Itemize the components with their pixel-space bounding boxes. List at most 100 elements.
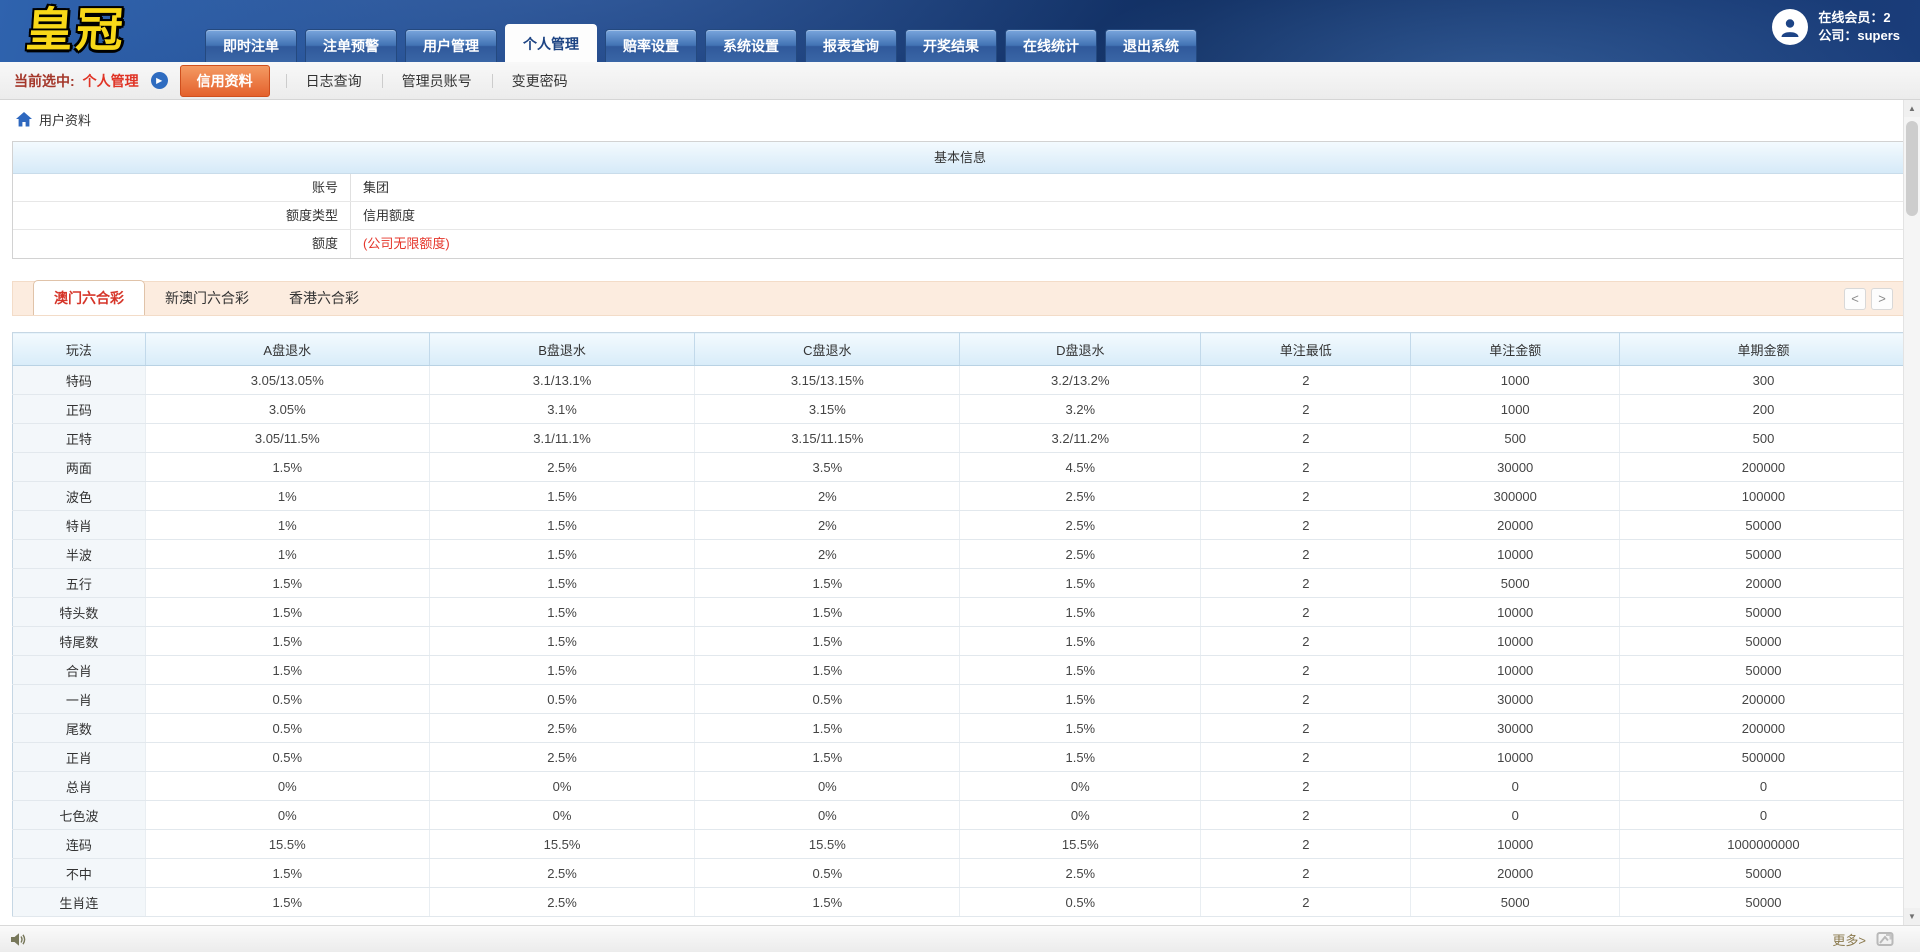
table-row: 五行 1.5% 1.5% 1.5% 1.5% 2 5000 20000 [12,568,1908,598]
value-cell: 2 [1200,394,1412,424]
table-row: 波色 1% 1.5% 2% 2.5% 2 300000 100000 [12,481,1908,511]
lottery-tab-3[interactable]: 香港六合彩 [289,290,359,306]
table-row: 半波 1% 1.5% 2% 2.5% 2 10000 50000 [12,539,1908,569]
value-cell: 2.5% [959,481,1202,511]
value-cell: 2 [1200,597,1412,627]
nav-tab-9[interactable]: 在线统计 [1005,29,1097,62]
nav-tab-5[interactable]: 赔率设置 [605,29,697,62]
value-cell: 2 [1200,829,1412,859]
brand-logo: 皇冠 [24,3,128,56]
scroll-up-button[interactable]: ▲ [1904,100,1920,117]
footer-right: 更多> [1832,930,1910,949]
company-value: supers [1857,28,1900,43]
subnav-item-3[interactable]: 管理员账号 [381,65,492,97]
lottery-tab-1[interactable]: 澳门六合彩 [33,280,145,315]
online-members-label: 在线会员： [1818,10,1884,25]
value-cell: 200000 [1619,713,1908,743]
value-cell: 50000 [1619,858,1908,888]
speaker-icon[interactable] [10,932,27,947]
value-cell: 1.5% [694,568,961,598]
odds-table: 玩法 A盘退水 B盘退水 C盘退水 D盘退水 单注最低 单注金额 单期金额 特码 3.05/13… [12,332,1908,917]
value-cell: 1.5% [959,742,1202,772]
value-cell: 1.5% [694,655,961,685]
value-cell: 50000 [1619,597,1908,627]
table-row: 两面 1.5% 2.5% 3.5% 4.5% 2 30000 200000 [12,452,1908,482]
value-cell: 1.5% [694,887,961,917]
image-link-icon[interactable] [1876,931,1894,947]
value-cell: 2.5% [959,858,1202,888]
online-members: 在线会员：2 [1818,9,1900,27]
value-cell: 15.5% [694,829,961,859]
value-cell: 10000 [1410,829,1620,859]
subnav-item-1[interactable]: 信用资料 [179,64,270,97]
value-cell: 1.5% [694,742,961,772]
value-cell: 1.5% [694,597,961,627]
nav-tab-2[interactable]: 注单预警 [305,29,397,62]
value-cell: 30000 [1410,452,1620,482]
value-cell: 15.5% [145,829,430,859]
nav-tab-8[interactable]: 开奖结果 [905,29,997,62]
value-cell: 3.05% [145,394,430,424]
column-header-5: D盘退水 [959,332,1202,366]
breadcrumb-label: 用户资料 [39,113,92,128]
value-cell: 3.05/11.5% [145,423,430,453]
lottery-tabs: 澳门六合彩 新澳门六合彩 香港六合彩 [33,280,379,315]
play-name-cell: 正特 [12,423,146,453]
value-cell: 20000 [1410,858,1620,888]
online-members-value: 2 [1883,10,1891,25]
scrollbar-thumb[interactable] [1906,121,1918,216]
nav-tab-10[interactable]: 退出系统 [1105,29,1197,62]
odds-table-header: 玩法 A盘退水 B盘退水 C盘退水 D盘退水 单注最低 单注金额 单期金额 [12,332,1908,366]
value-cell: 3.1/13.1% [429,365,696,395]
value-cell: 50000 [1619,626,1908,656]
value-cell: 5000 [1410,568,1620,598]
value-cell: 10000 [1410,626,1620,656]
play-arrow-icon[interactable]: ▶ [150,72,168,89]
play-name-cell: 一肖 [12,684,146,714]
value-cell: 1.5% [959,568,1202,598]
table-row: 合肖 1.5% 1.5% 1.5% 1.5% 2 10000 50000 [12,655,1908,685]
value-cell: 2 [1200,568,1412,598]
value-cell: 0.5% [694,684,961,714]
value-cell: 1% [145,539,430,569]
value-cell: 1.5% [959,597,1202,627]
lottery-tab-2[interactable]: 新澳门六合彩 [165,290,249,306]
value-cell: 1% [145,510,430,540]
column-header-2: A盘退水 [145,332,430,366]
scroll-down-button[interactable]: ▼ [1904,908,1920,925]
value-cell: 10000 [1410,655,1620,685]
value-cell: 50000 [1619,887,1908,917]
value-cell: 2.5% [429,742,696,772]
chevron-left-icon[interactable]: < [1844,288,1866,310]
nav-tab-3[interactable]: 用户管理 [405,29,497,62]
vertical-scrollbar[interactable]: ▲ ▼ [1903,100,1920,925]
nav-tab-6[interactable]: 系统设置 [705,29,797,62]
value-cell: 3.05/13.05% [145,365,430,395]
more-link[interactable]: 更多> [1832,932,1866,948]
column-header-1: 玩法 [12,332,146,366]
user-stats: 在线会员：2 公司：supers [1818,9,1900,45]
nav-tab-1[interactable]: 即时注单 [205,29,297,62]
nav-tab-4[interactable]: 个人管理 [505,24,597,62]
chevron-right-icon[interactable]: > [1871,288,1893,310]
value-cell: 1.5% [429,481,696,511]
table-row: 特尾数 1.5% 1.5% 1.5% 1.5% 2 10000 50000 [12,626,1908,656]
value-cell: 0% [429,771,696,801]
subnav-item-4[interactable]: 变更密码 [491,65,588,97]
value-cell: 0% [959,771,1202,801]
info-row-value: (公司无限额度) [363,236,450,251]
play-name-cell: 合肖 [12,655,146,685]
subnav-item-2[interactable]: 日志查询 [285,65,382,97]
value-cell: 0.5% [429,684,696,714]
value-cell: 0 [1619,771,1908,801]
value-cell: 30000 [1410,684,1620,714]
nav-tab-7[interactable]: 报表查询 [805,29,897,62]
table-row: 正特 3.05/11.5% 3.1/11.1% 3.15/11.15% 3.2/11.2… [12,423,1908,453]
play-name-cell: 尾数 [12,713,146,743]
value-cell: 3.2% [959,394,1202,424]
value-cell: 1.5% [429,597,696,627]
info-row-value: 信用额度 [363,208,416,223]
value-cell: 3.1% [429,394,696,424]
play-name-cell: 正码 [12,394,146,424]
table-row: 总肖 0% 0% 0% 0% 2 0 0 [12,771,1908,801]
